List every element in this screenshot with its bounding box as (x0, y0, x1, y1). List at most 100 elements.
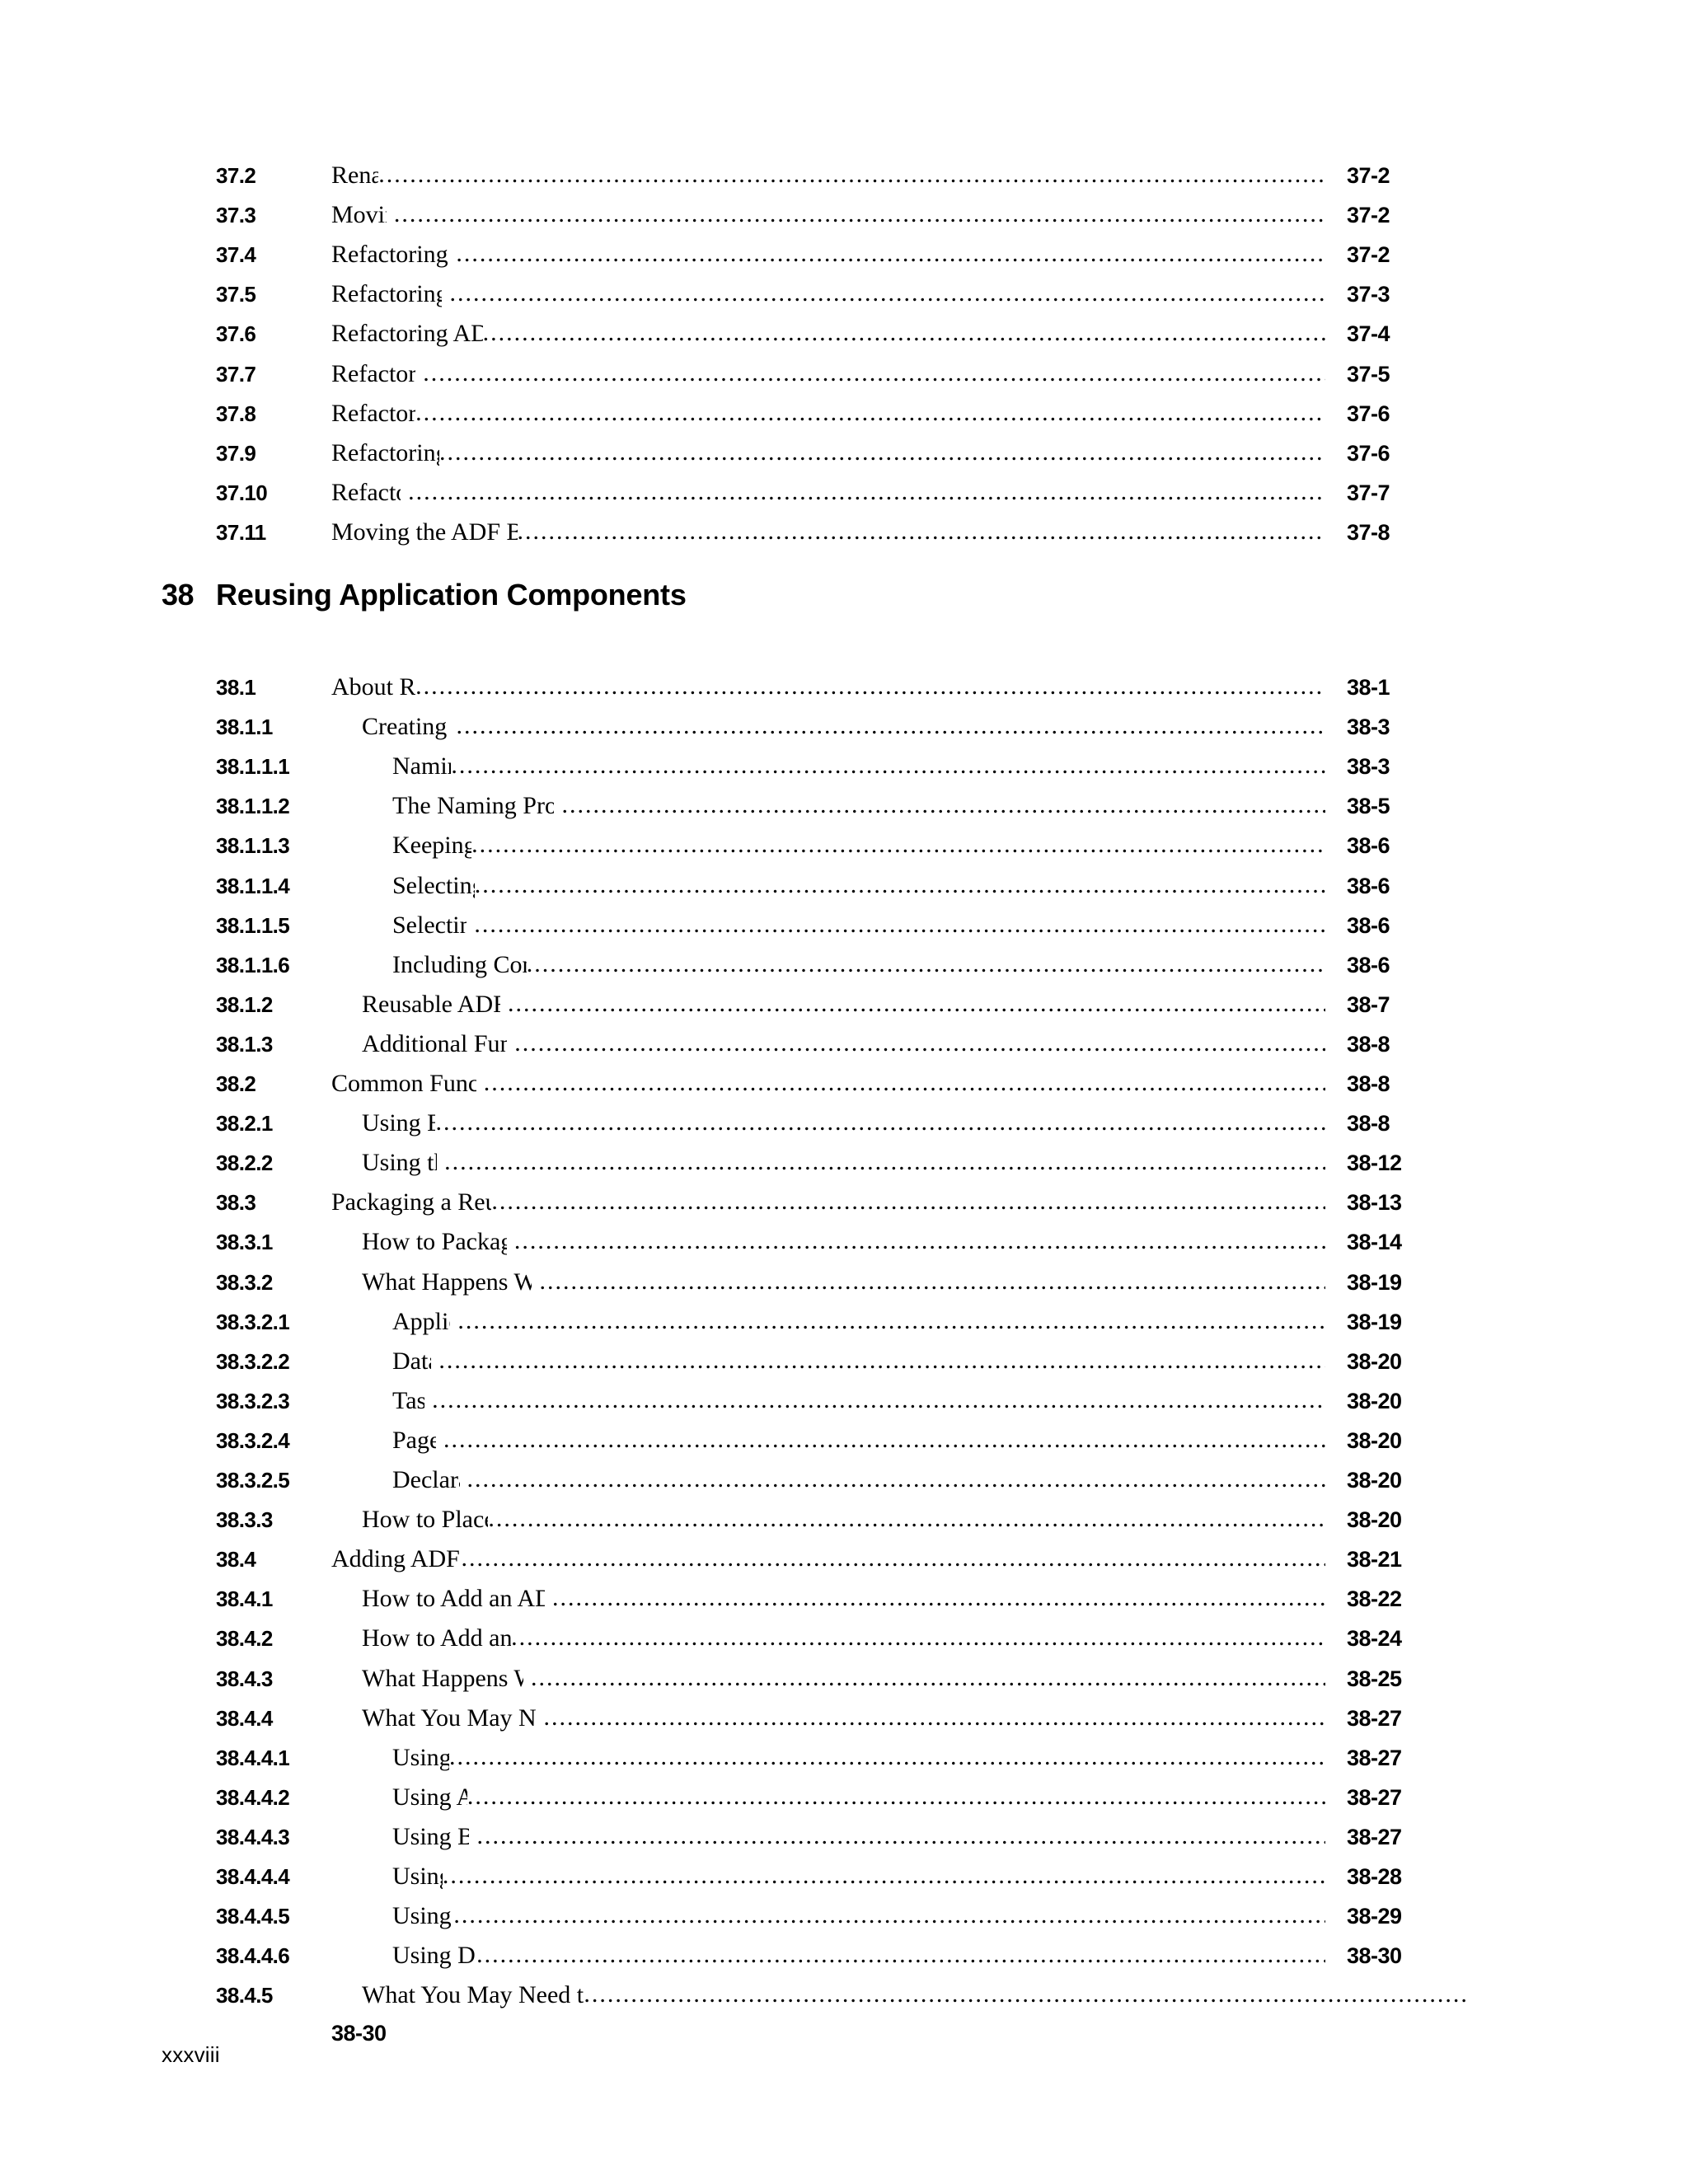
toc-entry-page-number[interactable]: 38-20 (1347, 1507, 1402, 1533)
toc-entry-title[interactable]: Using the Resource Palette (362, 1149, 437, 1177)
toc-entry[interactable]: 38.2.2 Using the Resource Palette........… (216, 1148, 1469, 1188)
toc-entry[interactable]: 38.4.4.1 Using Data Controls.............… (216, 1743, 1469, 1783)
toc-entry-title[interactable]: Additional Functionality for Reusable AD… (362, 1029, 508, 1057)
toc-entry[interactable]: 38.1.1.1 Naming Conventions..............… (216, 752, 1469, 792)
toc-entry-page-number[interactable]: 38-30 (331, 2021, 387, 2046)
toc-entry-page-number[interactable]: 38-29 (1347, 1904, 1402, 1929)
toc-entry-title[interactable]: About Reusable Components (331, 673, 416, 701)
toc-entry[interactable]: 38.3.2.5 Declarative Components..........… (216, 1465, 1469, 1506)
toc-entry[interactable]: 38.4.4.2 Using Application Modules.......… (216, 1783, 1469, 1823)
toc-entry-title[interactable]: Using Application Modules (392, 1783, 467, 1811)
toc-entry-page-number[interactable]: 38-13 (1347, 1190, 1402, 1216)
toc-entry[interactable]: 37.6 Refactoring ADF Business Component O… (216, 319, 1469, 359)
toc-entry-page-number[interactable]: 37-5 (1347, 361, 1390, 387)
toc-entry-title[interactable]: Moving the ADF Business Components Proje… (331, 518, 518, 546)
toc-entry-title[interactable]: Renaming Files (331, 162, 379, 189)
toc-entry-page-number[interactable]: 38-1 (1347, 675, 1390, 700)
toc-entry-title[interactable]: Naming Conventions (392, 752, 451, 780)
toc-entry-page-number[interactable]: 38-21 (1347, 1547, 1402, 1572)
toc-entry[interactable]: 38.3.2.3 Task Flows......................… (216, 1386, 1469, 1427)
toc-entry-page-number[interactable]: 37-8 (1347, 519, 1390, 545)
toc-entry-title[interactable]: How to Place and Access JDeveloper JAR F… (362, 1506, 488, 1534)
toc-entry-title[interactable]: Data Controls (392, 1347, 431, 1375)
toc-entry[interactable]: 38.3.2.4 Page Templates..................… (216, 1426, 1469, 1466)
toc-entry-page-number[interactable]: 38-20 (1347, 1427, 1402, 1453)
toc-entry-page-number[interactable]: 38-6 (1347, 952, 1390, 977)
toc-entry-page-number[interactable]: 38-14 (1347, 1230, 1402, 1255)
toc-entry-page-number[interactable]: 38-19 (1347, 1269, 1402, 1295)
toc-entry-page-number[interactable]: 38-7 (1347, 991, 1390, 1017)
toc-entry-title[interactable]: Page Templates (392, 1426, 436, 1454)
toc-entry-title[interactable]: The Naming Process for the ADF Library J… (392, 792, 555, 820)
toc-entry[interactable]: 38.3.2.1 Application Modules.............… (216, 1307, 1469, 1347)
toc-entry-page-number[interactable]: 38-5 (1347, 794, 1390, 819)
toc-entry-page-number[interactable]: 38-20 (1347, 1388, 1402, 1413)
toc-entry[interactable]: 38.4.4.6 Using Declarative Components....… (216, 1941, 1469, 1981)
toc-entry-title[interactable]: Using Data Controls (392, 1743, 449, 1771)
toc-entry[interactable]: 38.1.3 Additional Functionality for Reusa… (216, 1029, 1469, 1070)
toc-entry[interactable]: 37.9 Refactoring the DataBindings.cpx Fil… (216, 438, 1469, 479)
toc-entry[interactable]: 38.4.5 What You May Need to Know About Di… (216, 1980, 1469, 2021)
toc-entry-title[interactable]: What You May Need to Know About Differen… (362, 1981, 584, 2009)
toc-entry-page-number[interactable]: 37-4 (1347, 321, 1390, 347)
toc-entry-title[interactable]: Refactoring the DataBindings.cpx File (331, 438, 440, 466)
toc-entry-page-number[interactable]: 38-30 (1347, 1943, 1402, 1969)
toc-entry-page-number[interactable]: 38-19 (1347, 1309, 1402, 1334)
toc-entry-page-number[interactable]: 37-2 (1347, 242, 1390, 268)
toc-entry-page-number[interactable]: 37-2 (1347, 163, 1390, 188)
toc-entry[interactable]: 38.1.1 Creating Reusable Components......… (216, 712, 1469, 752)
toc-entry[interactable]: 38.3.2.2 Data Controls...................… (216, 1347, 1469, 1387)
toc-entry-page-number[interactable]: 38-20 (1347, 1348, 1402, 1374)
toc-entry-page-number[interactable]: 37-6 (1347, 401, 1390, 426)
toc-entry[interactable]: 38.1.1.3 Keeping the Relevant Project....… (216, 831, 1469, 871)
toc-entry-page-number[interactable]: 38-12 (1347, 1151, 1402, 1176)
toc-entry[interactable]: 38.3.1 How to Package a Component into an… (216, 1227, 1469, 1268)
toc-entry[interactable]: 38.4.4.5 Using Page Templates............… (216, 1901, 1469, 1942)
toc-entry[interactable]: 38.1.1.6 Including Connections Within Reu… (216, 950, 1469, 991)
toc-entry-title[interactable]: Declarative Components (392, 1466, 460, 1493)
toc-entry-title[interactable]: Refactoring Limitations (331, 478, 401, 506)
toc-entry-title[interactable]: Using Task Flows (392, 1863, 443, 1890)
toc-entry-title[interactable]: Refactoring ADF Business Component Objec… (331, 320, 483, 348)
toc-entry[interactable]: 38.4.4.3 Using Business Components.......… (216, 1822, 1469, 1863)
toc-entry-title[interactable]: How to Add an ADF Library JAR into a Pro… (362, 1624, 512, 1652)
toc-entry-title[interactable]: Using Page Templates (392, 1902, 453, 1930)
toc-entry-title[interactable]: Moving JSF Pages (331, 201, 387, 229)
toc-entry[interactable]: 38.1 About Reusable Components...........… (216, 673, 1469, 713)
toc-entry-page-number[interactable]: 38-24 (1347, 1626, 1402, 1652)
toc-entry[interactable]: 37.3 Moving JSF Pages....................… (216, 200, 1469, 241)
toc-entry[interactable]: 38.4 Adding ADF Library Components into P… (216, 1544, 1469, 1585)
toc-entry-title[interactable]: Reusable ADF Components Use Cases and Ex… (362, 990, 500, 1018)
toc-entry-page-number[interactable]: 37-2 (1347, 203, 1390, 228)
toc-entry-title[interactable]: What Happens When You Add an ADF Library… (362, 1664, 523, 1692)
toc-entry-title[interactable]: Packaging a Reusable ADF Component into … (331, 1188, 492, 1216)
toc-entry[interactable]: 38.1.1.2 The Naming Process for the ADF L… (216, 791, 1469, 832)
toc-entry[interactable]: 38.1.2 Reusable ADF Components Use Cases … (216, 990, 1469, 1030)
toc-entry[interactable]: 38.1.1.5 Selecting Paths and Folders.....… (216, 911, 1469, 951)
toc-entry-title[interactable]: Selecting Paths and Folders (392, 911, 467, 939)
toc-entry-page-number[interactable]: 38-27 (1347, 1824, 1402, 1849)
toc-entry-title[interactable]: Task Flows (392, 1386, 425, 1414)
toc-entry-title[interactable]: Adding ADF Library Components into Proje… (331, 1545, 462, 1573)
toc-entry[interactable]: 38.3.3 How to Place and Access JDeveloper… (216, 1505, 1469, 1545)
toc-entry-title[interactable]: Refactoring ADF Business Components (331, 280, 443, 308)
toc-entry-title[interactable]: Creating Reusable Components (362, 713, 448, 741)
toc-entry-title[interactable]: What You May Need to Know About Using AD… (362, 1704, 537, 1732)
toc-entry-page-number[interactable]: 38-3 (1347, 754, 1390, 780)
toc-entry[interactable]: 37.11 Moving the ADF Business Components … (216, 518, 1469, 558)
toc-entry-title[interactable]: Keeping the Relevant Project (392, 832, 472, 860)
toc-entry[interactable]: 37.8 Refactoring ADF Task Flows..........… (216, 399, 1469, 439)
toc-entry[interactable]: 37.5 Refactoring ADF Business Components.… (216, 279, 1469, 320)
toc-entry-title[interactable]: Refactoring pagedef.xml Bindings Objects (331, 241, 448, 269)
toc-entry[interactable]: 38.4.3 What Happens When You Add an ADF L… (216, 1664, 1469, 1704)
toc-entry[interactable]: 38.4.4.4 Using Task Flows................… (216, 1862, 1469, 1902)
toc-entry[interactable]: 38.3.2 What Happens When You Package a Pr… (216, 1268, 1469, 1308)
toc-entry[interactable]: 38.4.2 How to Add an ADF Library JAR into… (216, 1624, 1469, 1664)
toc-entry[interactable]: 37.4 Refactoring pagedef.xml Bindings Obj… (216, 240, 1469, 280)
toc-entry-page-number[interactable]: 38-22 (1347, 1586, 1402, 1612)
toc-entry-title[interactable]: How to Add an ADF Library JAR into a Pro… (362, 1585, 545, 1613)
toc-entry-title[interactable]: Including Connections Within Reusable Co… (392, 950, 527, 978)
toc-entry-page-number[interactable]: 38-8 (1347, 1031, 1390, 1057)
toc-entry-page-number[interactable]: 37-6 (1347, 440, 1390, 466)
toc-entry-title[interactable]: Refactoring ADF Task Flows (331, 399, 416, 427)
